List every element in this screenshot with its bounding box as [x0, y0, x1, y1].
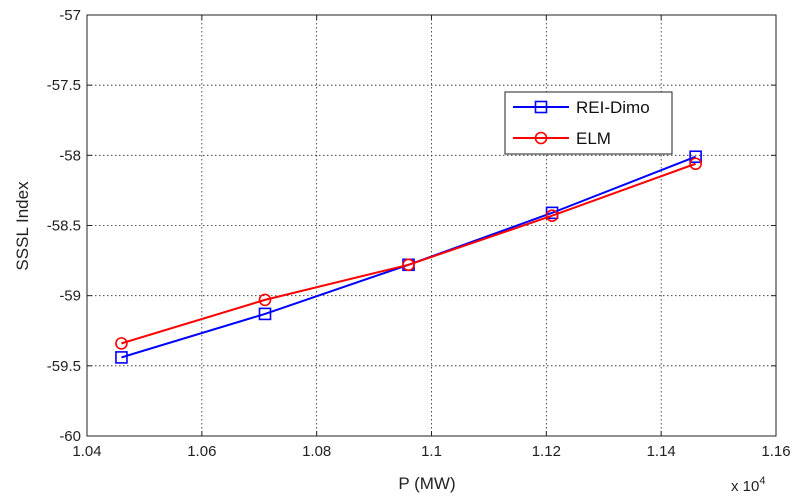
x-tick-label: 1.12 [532, 443, 561, 460]
series-layer [115, 150, 702, 364]
series-rei-dimo [115, 150, 702, 364]
x-tick-label: 1.04 [72, 443, 101, 460]
data-point-circle [689, 157, 702, 171]
data-point-circle [258, 293, 272, 307]
data-point-square [689, 150, 702, 164]
legend-label: REI-Dimo [576, 98, 650, 117]
x-multiplier-exponent: 4 [759, 475, 765, 487]
y-tick-label: -59 [59, 288, 81, 305]
y-tick-label: -57.5 [47, 77, 81, 94]
data-point-circle [545, 209, 559, 222]
y-tick-label: -59.5 [47, 358, 81, 375]
x-tick-label: 1.1 [421, 443, 442, 460]
data-point-square [258, 307, 272, 321]
series-elm [115, 157, 702, 350]
x-multiplier-label: x 104 [731, 475, 765, 495]
legend-label: ELM [576, 129, 611, 148]
legend: REI-Dimo ELM [504, 91, 673, 155]
legend-marker-circle [534, 131, 548, 145]
legend-entry: ELM [513, 129, 611, 148]
x-tick-label: 1.08 [302, 443, 331, 460]
data-point-circle [115, 337, 128, 350]
legend-entry: REI-Dimo [513, 98, 650, 117]
y-tick-label: -58 [59, 147, 81, 164]
y-tick-label: -58.5 [47, 218, 81, 235]
grid-lines [87, 15, 776, 436]
x-tick-label: 1.16 [761, 443, 790, 460]
x-tick-label: 1.06 [187, 443, 216, 460]
x-multiplier-base: x 10 [731, 478, 759, 495]
y-axis-label: SSSL Index [13, 181, 32, 271]
series-line [121, 162, 696, 345]
y-tick-label: -57 [59, 7, 81, 24]
legend-box [504, 91, 673, 155]
legend-marker-square [534, 100, 548, 114]
series-line [121, 155, 696, 359]
x-tick-label: 1.14 [647, 443, 676, 460]
axis-ticks: 1.04 1.06 1.08 1.1 1.12 1.14 1.16 -57 -57.5 -58 -5… [47, 7, 791, 460]
y-tick-label: -60 [59, 428, 81, 445]
x-axis-label: P (MW) [398, 474, 455, 493]
data-point-circle [402, 258, 415, 272]
data-point-square [115, 351, 128, 364]
legend-entries: REI-Dimo ELM [513, 98, 650, 148]
